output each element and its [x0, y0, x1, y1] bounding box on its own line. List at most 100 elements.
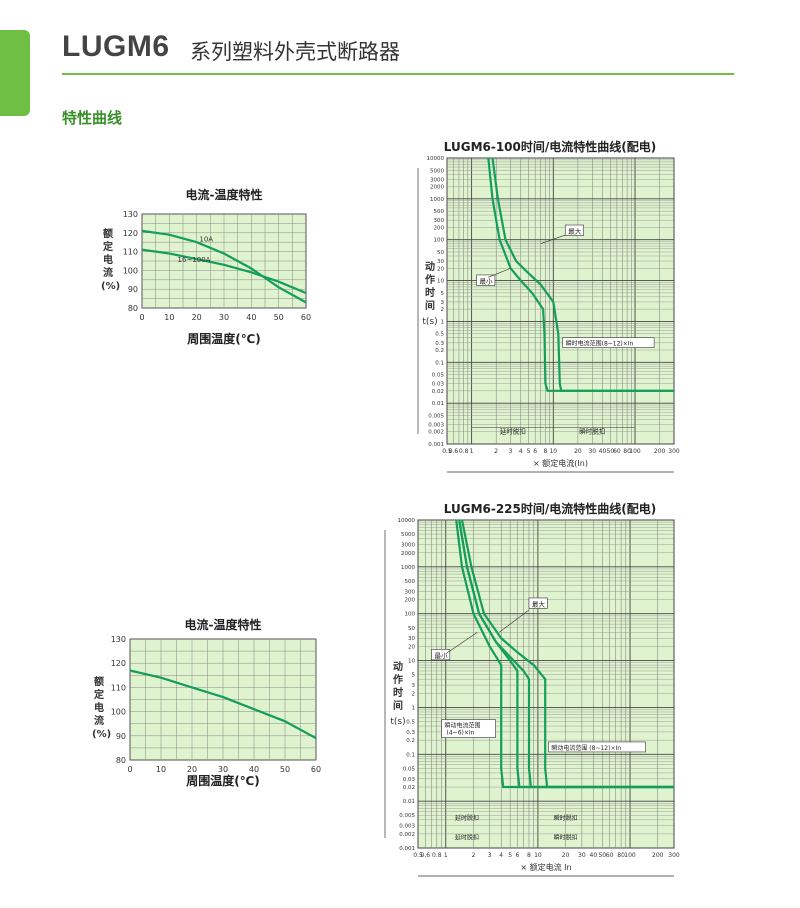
trip-chart-1-label-max: 最大	[568, 227, 582, 236]
trip-chart-2-x-tick: 100	[624, 852, 636, 859]
trip-chart-2-x-tick: 6	[516, 852, 520, 859]
trip-chart-1-x-tick: 80	[623, 448, 631, 455]
trip-chart-2-y-tick: 5	[412, 673, 416, 679]
trip-chart-2-y-tick: 10000	[398, 518, 416, 524]
temp-chart-1-x-tick: 30	[219, 313, 229, 322]
trip-chart-1-ylabel-char: 时	[425, 286, 435, 299]
trip-chart-2-ylabel-unit: t(s)	[390, 717, 405, 727]
trip-chart-2-label-min: 最小	[434, 651, 448, 660]
trip-chart-2-ylabel-char: 时	[393, 686, 403, 699]
trip-chart-1-y-tick: 1000	[430, 197, 444, 203]
trip-chart-2-y-tick: 2000	[401, 551, 415, 557]
trip-chart-1-x-tick: 300	[668, 448, 680, 455]
trip-chart-1-x-tick: 8	[543, 448, 547, 455]
temp-chart-2-x-tick: 50	[280, 765, 290, 774]
trip-chart-1-ylabel-char: 动	[425, 260, 435, 273]
temp-chart-1-y-tick: 120	[123, 229, 138, 238]
trip-chart-1-y-tick: 0.02	[432, 389, 444, 395]
trip-chart-2-y-tick: 0.3	[406, 730, 415, 736]
trip-chart-1-y-tick: 100	[434, 238, 445, 244]
trip-chart-2-x-tick: 1	[444, 852, 448, 859]
trip-chart-2-y-tick: 50	[408, 626, 415, 632]
trip-chart-1-x-tick: 0.6	[449, 448, 459, 455]
trip-chart-2-y-tick: 10	[408, 659, 415, 665]
trip-chart-2-y-tick: 200	[405, 598, 416, 604]
trip-chart-1-x-tick: 10	[549, 448, 557, 455]
trip-chart-2-label-delay: 延时脱扣	[455, 814, 479, 822]
trip-chart-1-y-tick: 20	[437, 266, 444, 272]
temp-chart-2-ylabel: 额定电流(%)	[92, 677, 112, 740]
trip-chart-2-y-tick: 300	[405, 589, 416, 595]
temp-chart-1-ylabel: 额定电流(%)	[101, 229, 121, 292]
trip-chart-1-x-tick: 40	[599, 448, 607, 455]
temp-chart-1-label-10a: 10A	[199, 235, 213, 243]
temp-chart-1-x-tick: 20	[192, 313, 202, 322]
trip-chart-2-label-max: 最大	[532, 599, 546, 608]
trip-chart-1-y-tick: 50	[437, 250, 444, 256]
trip-chart-1-label-delay: 延时脱扣	[500, 427, 526, 436]
trip-chart-1-x-tick: 6	[533, 448, 537, 455]
trip-chart-2-y-tick: 0.1	[406, 752, 415, 758]
trip-chart-1-label-min-box	[476, 274, 496, 286]
trip-chart-1-x-tick: 20	[574, 448, 582, 455]
trip-chart-1-x-tick: 4	[519, 448, 523, 455]
trip-chart-1-ylabel-char: 间	[425, 299, 435, 312]
trip-chart-2-label-range-left: 瞬动电流范围	[445, 722, 481, 730]
temp-chart-2-y-tick: 100	[111, 708, 126, 717]
trip-chart-1-x-tick: 50	[607, 448, 615, 455]
trip-chart-2-label-range-right-box	[548, 741, 646, 753]
temp-chart-2-x-tick: 60	[311, 765, 321, 774]
temp-chart-1-xlabel: 周围温度(℃)	[187, 332, 261, 346]
trip-chart-1-x-tick: 2	[494, 448, 498, 455]
trip-chart-2-label-range-right: 瞬动电流范围 (8~12)×In	[551, 744, 621, 752]
trip-chart-2-x-tick: 0.6	[421, 852, 431, 859]
trip-chart-2-x-tick: 60	[606, 852, 614, 859]
trip-chart-2-x-tick: 5	[508, 852, 512, 859]
trip-chart-1-curve	[491, 157, 674, 392]
trip-chart-2-y-tick: 3	[412, 683, 416, 689]
trip-chart-1-y-tick: 0.3	[435, 341, 444, 347]
trip-chart-2-y-tick: 1	[412, 705, 416, 711]
trip-chart-1-leader-min	[488, 267, 511, 278]
temp-chart-2-title: 电流-温度特性	[184, 618, 262, 632]
trip-chart-2-x-tick: 8	[527, 852, 531, 859]
trip-chart-2-curve	[460, 519, 674, 789]
trip-chart-1-y-tick: 0.1	[435, 360, 444, 366]
trip-chart-2-title: LUGM6-225时间/电流特性曲线(配电)	[443, 502, 657, 516]
trip-chart-1-y-tick: 3000	[430, 177, 444, 183]
trip-chart-1-curve	[487, 157, 674, 392]
temp-chart-1-title: 电流-温度特性	[185, 188, 263, 202]
trip-chart-2-y-tick: 100	[405, 612, 416, 618]
trip-chart-1-y-tick: 0.001	[428, 442, 444, 448]
temp-chart-1-y-tick: 80	[128, 304, 138, 313]
trip-chart-2-label-instant-2: 瞬时脱扣	[554, 834, 578, 842]
trip-chart-1-y-tick: 2	[441, 307, 445, 313]
trip-chart-1-y-tick: 1	[441, 319, 445, 325]
trip-chart-2-y-tick: 5000	[401, 532, 415, 538]
trip-chart-1-x-tick: 5	[527, 448, 531, 455]
trip-chart-1-plot-area	[446, 157, 675, 445]
product-title: LUGM6	[62, 30, 170, 63]
temp-chart-2-x-tick: 10	[156, 765, 166, 774]
trip-chart-1-label-range: 瞬时电流范围(8~12)×In	[566, 340, 634, 348]
trip-chart-2-y-tick: 3000	[401, 543, 415, 549]
trip-chart-2-x-tick: 3	[488, 852, 492, 859]
trip-chart-1-y-tick: 0.2	[435, 348, 444, 354]
page-side-tab	[0, 30, 30, 116]
trip-chart-2-ylabel-char: 间	[393, 699, 403, 712]
trip-chart-2-y-tick: 0.01	[403, 799, 415, 805]
temp-chart-1-x-tick: 60	[301, 313, 311, 322]
temp-chart-1-y-tick: 130	[123, 210, 138, 219]
temp-chart-2-y-tick: 90	[116, 732, 126, 741]
trip-chart-1-label-min: 最小	[480, 276, 494, 285]
trip-chart-2-x-tick: 30	[578, 852, 586, 859]
trip-chart-2-range-left-box	[441, 719, 496, 738]
trip-chart-2-x-tick: 0.8	[432, 852, 442, 859]
trip-chart-1-x-tick: 200	[654, 448, 666, 455]
trip-chart-2-y-tick: 0.003	[399, 824, 415, 830]
trip-chart-1-label-range-box	[562, 337, 655, 348]
trip-chart-2-y-tick: 0.5	[406, 720, 415, 726]
temp-chart-2-x-tick: 20	[187, 765, 197, 774]
trip-chart-2-y-tick: 0.02	[403, 785, 415, 791]
trip-chart-1-y-tick: 5	[441, 291, 445, 297]
